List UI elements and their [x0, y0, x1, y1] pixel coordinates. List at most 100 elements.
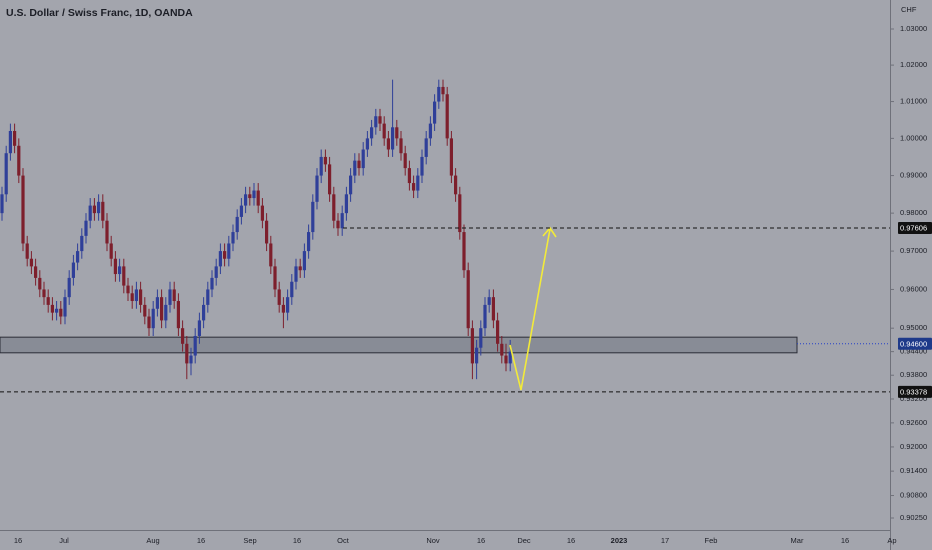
candle-body [386, 138, 390, 150]
y-tick-label: 1.03000 [900, 24, 927, 33]
candle-body [370, 127, 374, 139]
candle-body [25, 243, 29, 259]
candle-body [139, 289, 143, 305]
candle-body [176, 301, 180, 329]
candle-body [109, 243, 113, 259]
candle-body [21, 175, 25, 244]
candle-body [365, 138, 369, 150]
candle-body [223, 251, 227, 259]
projection-path [509, 228, 551, 391]
candle-body [202, 304, 206, 321]
candle-body [470, 328, 474, 364]
candle-body [130, 293, 134, 302]
candle-body [344, 194, 348, 214]
y-tick-label: 0.93200 [900, 394, 927, 403]
candle-body [92, 205, 96, 214]
x-tick-label: Ap [887, 536, 896, 545]
candle-body [8, 130, 12, 154]
chart-title: U.S. Dollar / Swiss Franc, 1D, OANDA [6, 7, 193, 19]
candle-body [101, 201, 105, 221]
candle-body [353, 160, 357, 176]
candle-body [118, 266, 122, 275]
price-label-box [898, 222, 932, 235]
x-tick-label: 16 [477, 536, 485, 545]
candle-body [378, 116, 382, 124]
candle-body [214, 266, 218, 278]
candle-body [332, 194, 336, 221]
candle-body [437, 86, 441, 102]
candle-body [185, 343, 189, 364]
candle-body [462, 232, 466, 271]
candle-body [479, 328, 483, 348]
candle-body [88, 205, 92, 221]
candle-body [349, 175, 353, 195]
x-tick-label: 16 [841, 536, 849, 545]
price-label: 0.97606 [900, 224, 927, 233]
candle-body [273, 266, 277, 290]
candle-body [428, 123, 432, 139]
y-tick-label: 0.91400 [900, 466, 927, 475]
candle-body [323, 156, 327, 165]
candle-body [277, 289, 281, 305]
candle-body [42, 289, 46, 298]
candle-body [0, 194, 4, 214]
candle-body [458, 194, 462, 233]
candle-body [281, 304, 285, 313]
candle-body [29, 258, 33, 267]
candle-body [361, 149, 365, 169]
price-label: 0.94600 [900, 339, 927, 348]
candle-body [424, 138, 428, 157]
candle-body [231, 232, 235, 244]
candle-body [252, 190, 256, 199]
candle-body [445, 94, 449, 139]
candle-body [286, 297, 290, 313]
candle-body [508, 351, 512, 364]
candle-body [17, 145, 21, 176]
candle-body [67, 277, 71, 298]
candle-body [126, 285, 130, 294]
candle-body [34, 266, 38, 278]
x-tick-label: 16 [14, 536, 22, 545]
x-tick-label: Feb [705, 536, 718, 545]
candle-body [160, 297, 164, 321]
candle-body [487, 297, 491, 305]
candle-body [319, 156, 323, 176]
candle-body [189, 355, 193, 364]
candle-body [105, 220, 109, 244]
candle-body [395, 127, 399, 139]
candle-body [248, 194, 252, 199]
y-tick-label: 0.95000 [900, 323, 927, 332]
candle-body [311, 201, 315, 233]
x-tick-label: 2023 [611, 536, 628, 545]
candle-body [433, 101, 437, 124]
candle-body [38, 277, 42, 290]
x-tick-label: Nov [426, 536, 440, 545]
y-tick-label: 0.92600 [900, 418, 927, 427]
candle-body [97, 201, 101, 214]
candle-body [340, 213, 344, 229]
price-label-box [898, 337, 932, 350]
candle-body [210, 277, 214, 290]
candle-body [71, 262, 75, 278]
x-tick-label: Aug [146, 536, 159, 545]
candle-body [164, 304, 168, 321]
candle-body [269, 243, 273, 267]
candle-body [382, 123, 386, 139]
candle-body [50, 304, 54, 313]
candle-body [500, 343, 504, 356]
candle-body [290, 281, 294, 298]
candle-body [76, 251, 80, 263]
candle-body [475, 347, 479, 364]
candle-body [155, 297, 159, 309]
candle-body [298, 266, 302, 271]
candle-body [168, 289, 172, 305]
candle-body [63, 297, 67, 317]
candle-body [302, 251, 306, 271]
x-tick-label: 16 [293, 536, 301, 545]
currency-label: CHF [901, 5, 917, 14]
y-tick-label: 0.97000 [900, 246, 927, 255]
candle-body [227, 243, 231, 259]
candle-body [197, 320, 201, 336]
